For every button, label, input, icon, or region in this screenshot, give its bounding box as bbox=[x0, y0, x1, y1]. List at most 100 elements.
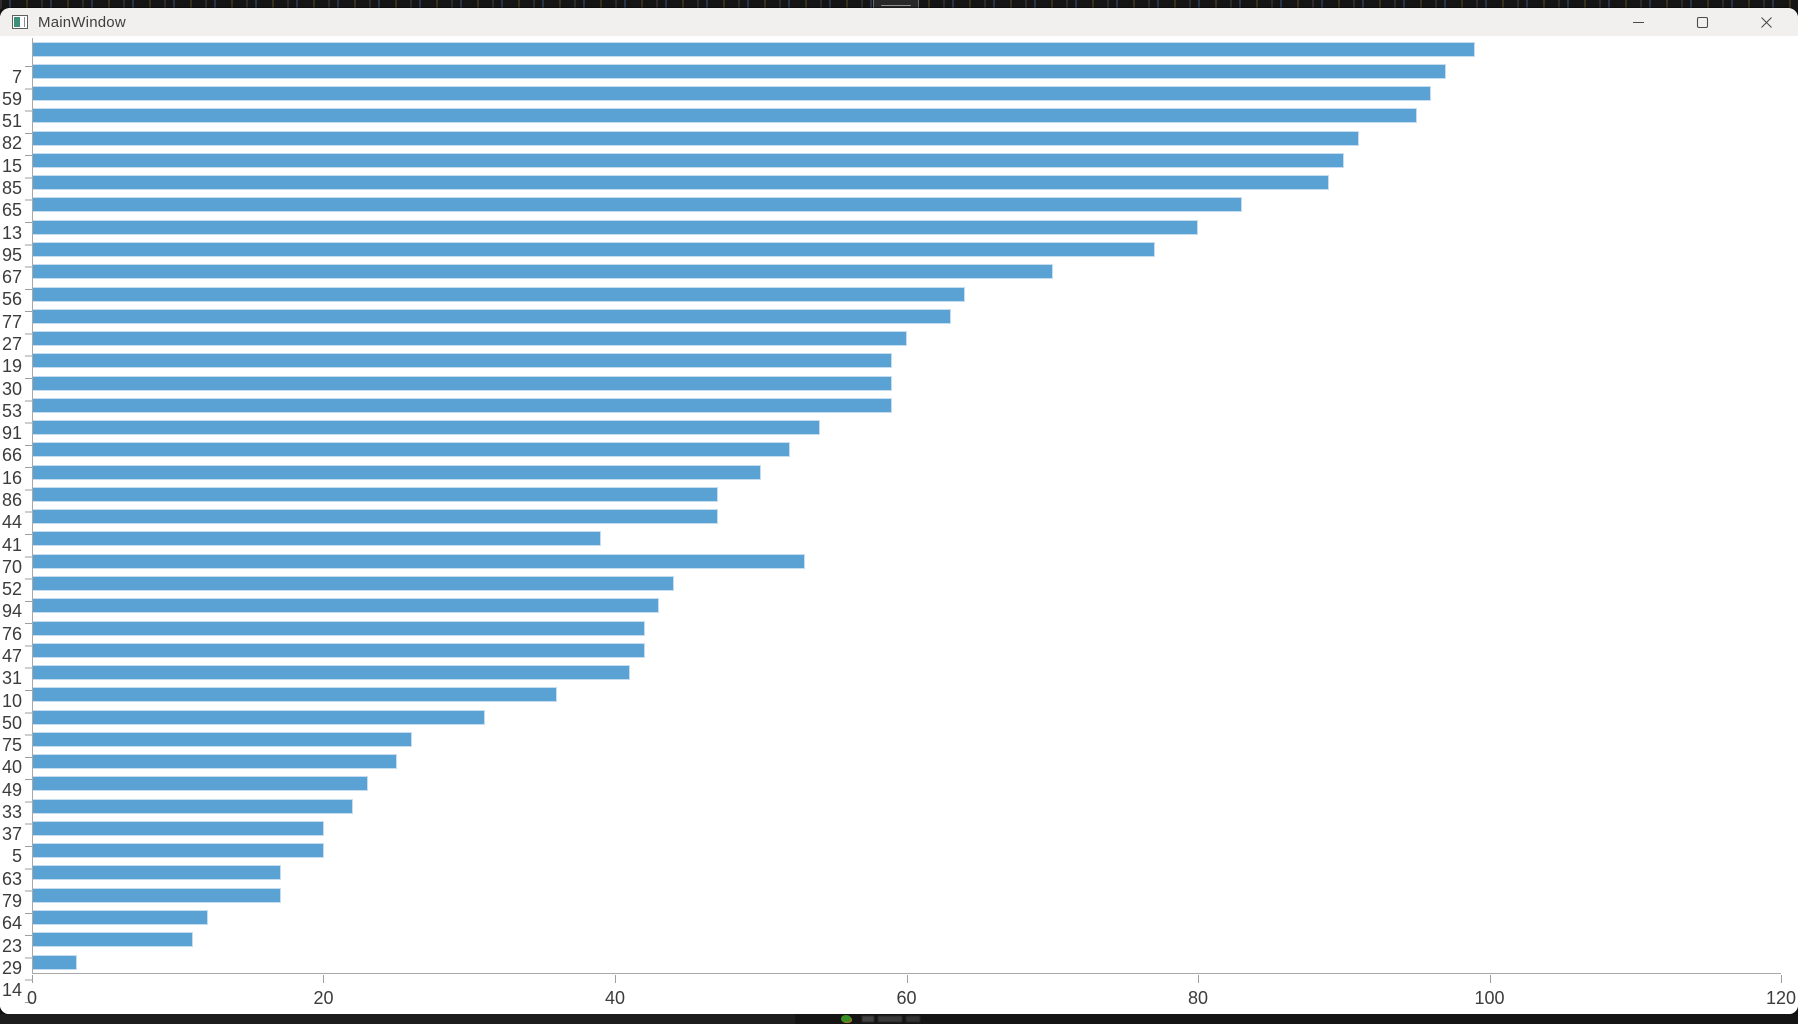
y-axis-label: 47 bbox=[1, 645, 22, 666]
bar-row bbox=[33, 216, 1781, 238]
bar bbox=[33, 932, 194, 948]
bar bbox=[33, 509, 718, 525]
y-axis-label: 64 bbox=[1, 913, 22, 934]
bar-row bbox=[33, 149, 1781, 171]
y-axis-label: 91 bbox=[1, 423, 22, 444]
bar-row bbox=[33, 172, 1781, 194]
y-axis-label: 31 bbox=[1, 668, 22, 689]
bar-row bbox=[33, 461, 1781, 483]
bar-row bbox=[33, 327, 1781, 349]
bar bbox=[33, 731, 412, 747]
bar bbox=[33, 820, 325, 836]
y-axis-label: 59 bbox=[1, 88, 22, 109]
y-axis-label: 37 bbox=[1, 824, 22, 845]
window-titlebar: MainWindow bbox=[0, 8, 1798, 36]
y-axis-label: 95 bbox=[1, 244, 22, 265]
bar-row bbox=[33, 506, 1781, 528]
bar-row bbox=[33, 795, 1781, 817]
bar-row bbox=[33, 127, 1781, 149]
bar bbox=[33, 152, 1344, 168]
x-axis-tick bbox=[906, 975, 908, 983]
x-axis-tick-label: 60 bbox=[896, 988, 917, 1008]
y-axis-label: 86 bbox=[1, 489, 22, 510]
bar-row bbox=[33, 483, 1781, 505]
bar-row bbox=[33, 951, 1781, 973]
y-axis-label: 75 bbox=[1, 735, 22, 756]
bar-row bbox=[33, 261, 1781, 283]
bar-row bbox=[33, 840, 1781, 862]
y-axis-label: 94 bbox=[1, 601, 22, 622]
y-axis-label: 53 bbox=[1, 400, 22, 421]
bar bbox=[33, 63, 1446, 79]
bar bbox=[33, 553, 806, 569]
bar bbox=[33, 397, 893, 413]
maximize-button[interactable] bbox=[1670, 8, 1734, 36]
y-axis-label: 30 bbox=[1, 378, 22, 399]
x-axis-tick bbox=[1489, 975, 1491, 983]
bar bbox=[33, 665, 631, 681]
y-axis-label: 14 bbox=[1, 980, 22, 1001]
y-axis-label: 50 bbox=[1, 712, 22, 733]
y-axis-label: 16 bbox=[1, 467, 22, 488]
bar bbox=[33, 486, 718, 502]
minimize-button[interactable] bbox=[1606, 8, 1670, 36]
x-axis-tick bbox=[323, 975, 325, 983]
bar bbox=[33, 41, 1476, 57]
y-axis-label: 23 bbox=[1, 935, 22, 956]
x-axis-tick bbox=[1781, 975, 1782, 983]
window-controls bbox=[1606, 8, 1798, 36]
y-axis-label: 40 bbox=[1, 757, 22, 778]
bar-row bbox=[33, 38, 1781, 60]
close-button[interactable] bbox=[1734, 8, 1798, 36]
bar bbox=[33, 798, 354, 814]
x-axis-tick-label: 40 bbox=[604, 988, 625, 1008]
y-axis-label: 7 bbox=[11, 66, 22, 87]
bar-row bbox=[33, 884, 1781, 906]
bar-row bbox=[33, 350, 1781, 372]
bar bbox=[33, 909, 208, 925]
bar bbox=[33, 420, 820, 436]
bar-row bbox=[33, 83, 1781, 105]
x-axis-tick-label: 0 bbox=[26, 988, 38, 1008]
bar bbox=[33, 108, 1417, 124]
bar-row bbox=[33, 706, 1781, 728]
bar bbox=[33, 642, 645, 658]
grip-line bbox=[881, 4, 911, 6]
y-axis-label: 41 bbox=[1, 534, 22, 555]
window-title: MainWindow bbox=[38, 13, 126, 31]
bar-row bbox=[33, 906, 1781, 928]
bar bbox=[33, 264, 1053, 280]
bar-row bbox=[33, 194, 1781, 216]
bar bbox=[33, 130, 1359, 146]
bar-row bbox=[33, 528, 1781, 550]
y-axis-label: 63 bbox=[1, 868, 22, 889]
bar-row bbox=[33, 929, 1781, 951]
bar-row bbox=[33, 439, 1781, 461]
bar-row bbox=[33, 238, 1781, 260]
y-axis-label: 49 bbox=[1, 779, 22, 800]
bar bbox=[33, 353, 893, 369]
y-axis-label: 85 bbox=[1, 178, 22, 199]
y-axis-label: 76 bbox=[1, 623, 22, 644]
bar bbox=[33, 197, 1243, 213]
bar bbox=[33, 687, 558, 703]
taskbar-icon-fragment bbox=[841, 1015, 851, 1022]
bar-row bbox=[33, 817, 1781, 839]
bar bbox=[33, 576, 674, 591]
bar bbox=[33, 776, 369, 792]
chart-plot-area bbox=[32, 38, 1781, 974]
y-axis-label: 29 bbox=[1, 957, 22, 978]
bar bbox=[33, 531, 602, 547]
bar-row bbox=[33, 684, 1781, 706]
minimize-icon bbox=[1632, 21, 1644, 23]
y-axis-label: 19 bbox=[1, 356, 22, 377]
bar bbox=[33, 843, 325, 859]
bar-row bbox=[33, 773, 1781, 795]
bar bbox=[33, 331, 907, 347]
bar bbox=[33, 754, 398, 770]
y-axis-label: 51 bbox=[1, 111, 22, 132]
y-axis-label: 10 bbox=[1, 690, 22, 711]
bar-row bbox=[33, 60, 1781, 82]
y-axis-label: 44 bbox=[1, 512, 22, 533]
